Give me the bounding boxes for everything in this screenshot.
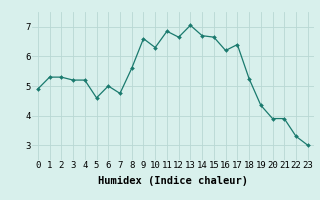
X-axis label: Humidex (Indice chaleur): Humidex (Indice chaleur) (98, 176, 248, 186)
